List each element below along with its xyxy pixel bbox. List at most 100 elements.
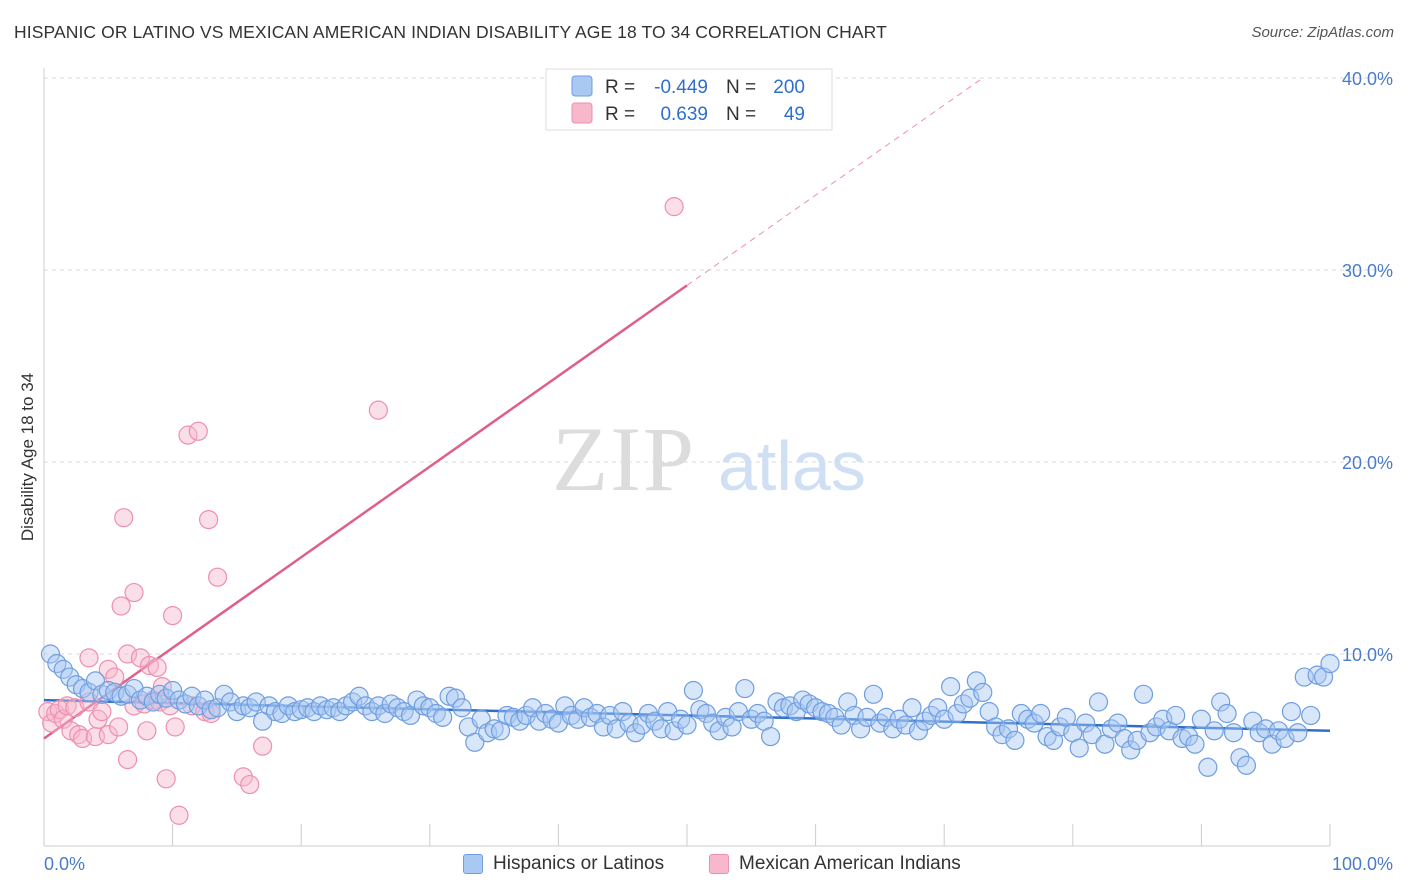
point-hispanics xyxy=(445,688,466,708)
point-hispanics xyxy=(220,692,241,712)
point-hispanics xyxy=(53,659,73,679)
y-tick-label-20: 20.0% xyxy=(1342,453,1393,473)
point-hispanics xyxy=(1204,721,1224,741)
legend-n-value-pink: 49 xyxy=(784,104,805,125)
point-mexican-american-indians xyxy=(156,769,176,789)
point-hispanics xyxy=(1320,653,1340,674)
point-hispanics xyxy=(645,711,665,731)
point-hispanics xyxy=(214,684,234,704)
point-hispanics xyxy=(1133,684,1154,704)
point-hispanics xyxy=(60,667,80,687)
point-mexican-american-indians xyxy=(664,197,684,217)
point-hispanics xyxy=(1223,723,1244,743)
point-hispanics xyxy=(625,723,646,743)
point-mexican-american-indians xyxy=(147,657,167,678)
point-hispanics xyxy=(825,707,845,727)
point-hispanics xyxy=(1217,703,1237,724)
point-mexican-american-indians xyxy=(208,567,228,587)
point-hispanics xyxy=(246,692,266,712)
point-hispanics xyxy=(1301,705,1321,726)
legend-r-label-blue: R = xyxy=(605,77,635,98)
trend-extension-mexican-american-indians xyxy=(686,77,984,286)
point-hispanics xyxy=(1121,740,1141,760)
point-hispanics xyxy=(1166,705,1186,726)
point-hispanics xyxy=(1076,713,1096,733)
point-hispanics xyxy=(143,692,163,712)
point-hispanics xyxy=(851,719,871,739)
point-hispanics xyxy=(883,719,903,739)
point-mexican-american-indians xyxy=(139,655,160,676)
point-hispanics xyxy=(1281,701,1302,722)
legend-series: Hispanics or Latinos Mexican American In… xyxy=(0,850,1406,880)
point-hispanics xyxy=(452,698,472,718)
point-mexican-american-indians xyxy=(152,677,172,697)
point-mexican-american-indians xyxy=(163,605,183,626)
point-hispanics xyxy=(1005,730,1025,751)
point-hispanics xyxy=(928,698,948,718)
point-mexican-american-indians xyxy=(199,509,219,530)
chart-title: HISPANIC OR LATINO VS MEXICAN AMERICAN I… xyxy=(14,22,887,42)
point-hispanics xyxy=(1230,748,1250,768)
point-mexican-american-indians xyxy=(117,644,138,664)
point-hispanics xyxy=(1088,692,1109,712)
legend-swatch-hispanics xyxy=(463,854,483,874)
point-mexican-american-indians xyxy=(240,774,260,795)
point-hispanics xyxy=(831,715,851,735)
legend-n-label-blue: N = xyxy=(726,77,756,98)
point-mexican-american-indians xyxy=(253,736,273,756)
legend-n-value-blue: 200 xyxy=(773,77,805,98)
source-credit: Source: ZipAtlas.com xyxy=(1251,24,1394,41)
point-hispanics xyxy=(677,715,697,735)
point-hispanics xyxy=(921,705,941,726)
point-hispanics xyxy=(998,719,1019,739)
point-hispanics xyxy=(1069,738,1089,758)
x-tick-label-max: 100.0% xyxy=(1332,854,1393,874)
point-hispanics xyxy=(1031,703,1051,724)
point-mexican-american-indians xyxy=(65,698,85,718)
y-axis-label: Disability Age 18 to 34 xyxy=(18,373,37,541)
point-mexican-american-indians xyxy=(98,659,118,679)
point-mexican-american-indians xyxy=(117,749,138,770)
point-hispanics xyxy=(1191,709,1212,729)
legend-item-hispanics: Hispanics or Latinos xyxy=(463,853,664,875)
point-hispanics xyxy=(947,703,967,724)
watermark: ZIP atlas xyxy=(552,408,866,510)
legend-swatch-mexican-american-indians xyxy=(709,854,729,874)
point-mexican-american-indians xyxy=(92,701,112,722)
point-hispanics xyxy=(1185,734,1205,754)
point-mexican-american-indians xyxy=(57,696,77,716)
watermark-atlas: atlas xyxy=(718,427,866,505)
legend-correlation: R = -0.449 N = 200 R = 0.639 N = 49 xyxy=(545,68,833,131)
point-hispanics xyxy=(696,703,716,724)
point-hispanics xyxy=(908,721,929,741)
point-hispanics xyxy=(555,696,575,716)
legend-swatch-pink xyxy=(571,102,593,124)
point-hispanics xyxy=(465,732,485,752)
y-tick-label-40: 40.0% xyxy=(1342,69,1393,89)
point-mexican-american-indians xyxy=(69,725,89,745)
axes xyxy=(43,68,1330,847)
watermark-zip: ZIP xyxy=(552,408,696,510)
point-hispanics xyxy=(683,680,704,701)
point-mexican-american-indians xyxy=(98,725,118,745)
legend-box xyxy=(545,68,833,131)
point-hispanics xyxy=(902,698,922,718)
point-hispanics xyxy=(966,671,986,691)
point-hispanics xyxy=(973,682,993,703)
y-tick-label-10: 10.0% xyxy=(1342,645,1393,665)
point-hispanics xyxy=(182,686,202,706)
legend-r-value-pink: 0.639 xyxy=(660,104,708,125)
point-hispanics xyxy=(941,677,961,697)
point-hispanics xyxy=(863,684,884,704)
point-hispanics xyxy=(1268,721,1289,741)
point-mexican-american-indians xyxy=(165,717,185,737)
point-hispanics xyxy=(1288,723,1308,743)
point-hispanics xyxy=(163,680,183,701)
point-mexican-american-indians xyxy=(124,582,144,603)
point-hispanics xyxy=(40,644,61,664)
point-hispanics xyxy=(748,703,768,724)
point-hispanics xyxy=(1211,692,1231,712)
trend-line-mexican-american-indians xyxy=(43,284,688,740)
point-mexican-american-indians xyxy=(137,721,157,741)
